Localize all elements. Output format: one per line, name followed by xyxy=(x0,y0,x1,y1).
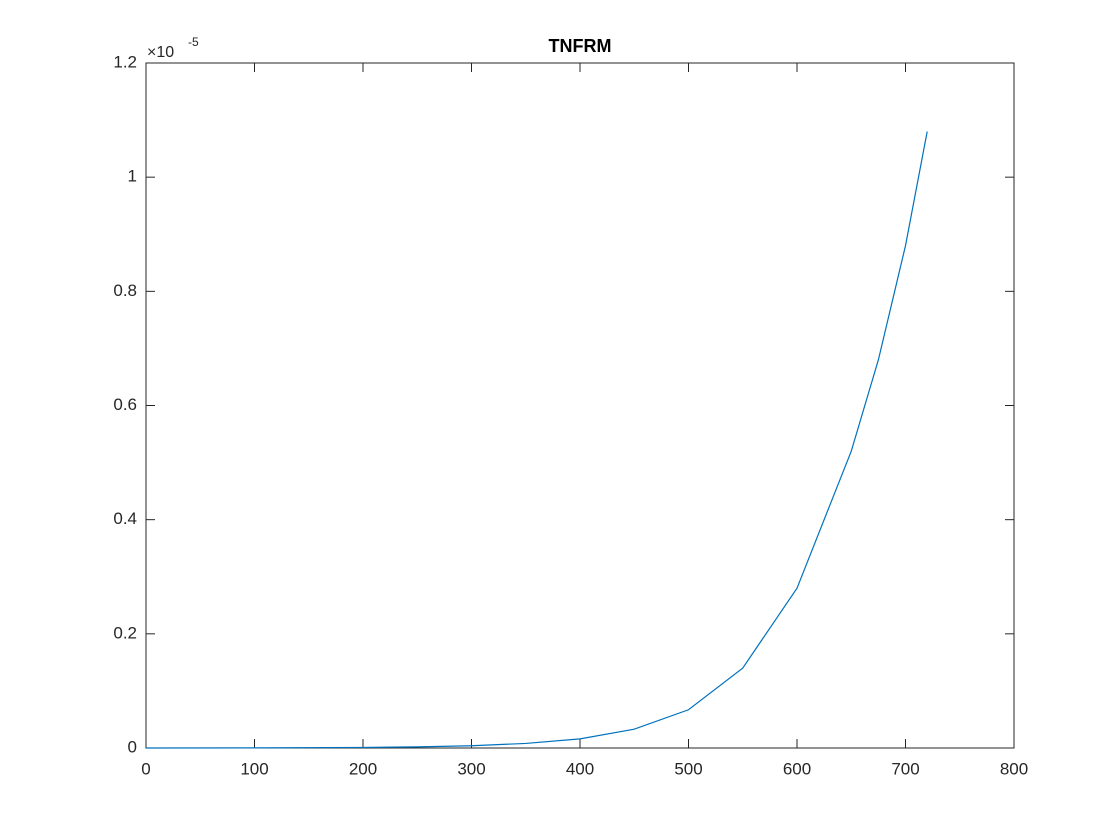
x-tick-label: 600 xyxy=(783,759,811,778)
x-tick-label: 700 xyxy=(891,759,919,778)
y-exponent: -5 xyxy=(188,35,199,49)
data-line xyxy=(145,131,928,749)
x-tick-label: 800 xyxy=(1000,759,1028,778)
x-tick-label: 400 xyxy=(566,759,594,778)
x-tick-label: 500 xyxy=(674,759,702,778)
y-tick-label: 0.8 xyxy=(113,281,137,300)
x-tick-label: 100 xyxy=(240,759,268,778)
y-tick-label: 0 xyxy=(128,737,137,756)
y-tick-label: 0.6 xyxy=(113,395,137,414)
y-tick-label: 0.2 xyxy=(113,623,137,642)
x-tick-label: 300 xyxy=(457,759,485,778)
chart-title: TNFRM xyxy=(549,36,612,56)
x-tick-label: 0 xyxy=(141,759,150,778)
y-tick-label: 1.2 xyxy=(113,52,137,71)
y-exponent-base: ×10 xyxy=(147,44,174,61)
y-tick-label: 1 xyxy=(128,167,137,186)
y-tick-label: 0.4 xyxy=(113,509,137,528)
x-tick-label: 200 xyxy=(349,759,377,778)
